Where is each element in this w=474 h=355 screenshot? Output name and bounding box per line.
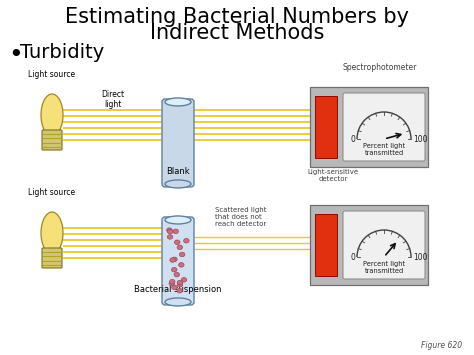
Ellipse shape: [177, 282, 183, 287]
Text: Bacterial suspension: Bacterial suspension: [134, 285, 222, 294]
FancyBboxPatch shape: [310, 205, 428, 285]
Ellipse shape: [172, 257, 177, 262]
Ellipse shape: [169, 281, 174, 286]
FancyBboxPatch shape: [42, 248, 62, 268]
Ellipse shape: [41, 212, 63, 254]
Text: 0: 0: [350, 253, 355, 262]
Ellipse shape: [165, 216, 191, 224]
Text: 100: 100: [413, 253, 428, 262]
Text: Light source: Light source: [28, 188, 75, 197]
Ellipse shape: [172, 267, 177, 272]
Text: Turbidity: Turbidity: [20, 43, 104, 62]
Text: Indirect Methods: Indirect Methods: [150, 23, 324, 43]
Bar: [315, 214, 337, 276]
Ellipse shape: [170, 279, 175, 284]
Ellipse shape: [165, 180, 191, 188]
Ellipse shape: [173, 229, 179, 234]
Text: Estimating Bacterial Numbers by: Estimating Bacterial Numbers by: [65, 7, 409, 27]
Ellipse shape: [179, 263, 184, 267]
Ellipse shape: [181, 278, 187, 282]
Ellipse shape: [170, 258, 175, 262]
Text: Percent light
transmitted: Percent light transmitted: [363, 261, 405, 274]
Text: Spectrophotometer: Spectrophotometer: [343, 63, 417, 72]
Text: Percent light
transmitted: Percent light transmitted: [363, 143, 405, 156]
Text: 100: 100: [413, 136, 428, 144]
Ellipse shape: [167, 228, 172, 233]
FancyBboxPatch shape: [162, 217, 194, 305]
Text: Figure 620: Figure 620: [421, 341, 462, 350]
Text: Scattered light
that does not
reach detector: Scattered light that does not reach dete…: [215, 207, 266, 227]
Ellipse shape: [165, 98, 191, 106]
Ellipse shape: [177, 289, 182, 293]
Ellipse shape: [41, 94, 63, 136]
Text: Direct
light: Direct light: [101, 90, 125, 109]
Ellipse shape: [177, 245, 182, 250]
Ellipse shape: [167, 235, 173, 239]
Ellipse shape: [172, 285, 177, 290]
Ellipse shape: [167, 229, 173, 234]
FancyBboxPatch shape: [162, 99, 194, 187]
Bar: [315, 96, 337, 158]
Ellipse shape: [183, 239, 189, 243]
Text: Blank: Blank: [166, 167, 190, 176]
Ellipse shape: [174, 272, 180, 277]
Text: 0: 0: [350, 136, 355, 144]
Ellipse shape: [174, 240, 180, 245]
FancyBboxPatch shape: [310, 87, 428, 167]
Ellipse shape: [177, 280, 182, 285]
Text: Light source: Light source: [28, 70, 75, 79]
Ellipse shape: [180, 252, 185, 257]
Text: •: •: [8, 43, 23, 67]
Ellipse shape: [165, 298, 191, 306]
FancyBboxPatch shape: [343, 93, 425, 161]
FancyBboxPatch shape: [343, 211, 425, 279]
FancyBboxPatch shape: [42, 130, 62, 150]
Text: Light-sensitive
detector: Light-sensitive detector: [308, 169, 358, 182]
